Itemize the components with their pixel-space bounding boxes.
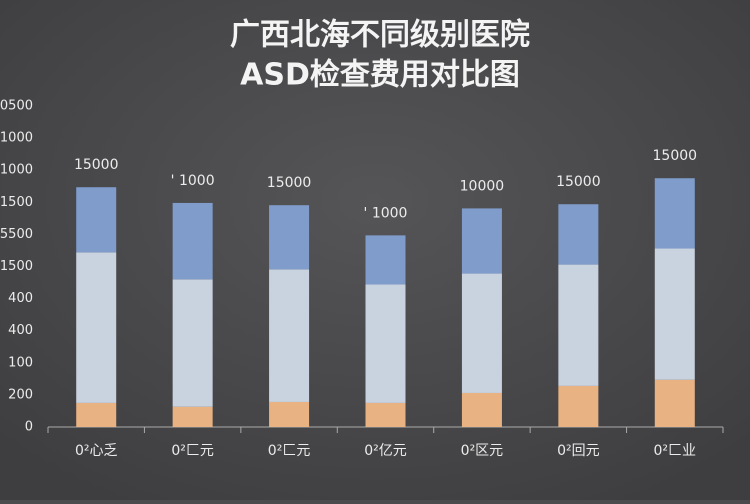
bar-label: 15000 — [267, 175, 312, 191]
x-tick-label: 0²心乏 — [75, 443, 118, 459]
bar-segment — [172, 202, 213, 280]
bar-segment — [461, 208, 502, 274]
bar-segment — [365, 402, 406, 427]
bar-segment — [558, 204, 599, 265]
x-tick-label: 0²区元 — [461, 443, 504, 459]
bar-label: 15000 — [556, 174, 601, 190]
y-tick-label: 1000 — [0, 163, 33, 178]
bar-segment — [558, 385, 599, 427]
y-tick-label: 0 — [25, 420, 33, 435]
bar-segment — [654, 248, 695, 380]
bar-segment — [461, 392, 502, 427]
bar-segment — [172, 279, 213, 407]
y-tick-label: 1000 — [0, 131, 33, 146]
bar-label: ' 1000 — [364, 205, 408, 221]
y-tick-label: 400 — [8, 323, 33, 338]
x-tick-label: 0²匚元 — [171, 443, 214, 459]
bar-segment — [365, 235, 406, 285]
y-tick-label: 1500 — [0, 195, 33, 210]
x-tick-label: 0²匚元 — [268, 443, 311, 459]
bar-label: 15000 — [74, 157, 119, 173]
x-tick-label: 0²匚业 — [654, 443, 697, 459]
bar-label: 15000 — [653, 148, 698, 164]
bar-segment — [269, 269, 310, 402]
bar-segment — [76, 402, 117, 427]
bar-segment — [365, 284, 406, 403]
bar-segment — [558, 264, 599, 386]
bar-segment — [654, 379, 695, 427]
y-tick-label: 100 — [8, 355, 33, 370]
chart-title: ASD检查费用对比图 — [240, 58, 520, 93]
bar-segment — [76, 187, 117, 253]
y-tick-label: 0500 — [0, 99, 33, 114]
bar-segment — [172, 406, 213, 427]
bar-segment — [76, 252, 117, 403]
bar-segment — [654, 178, 695, 249]
y-tick-label: 400 — [8, 291, 33, 306]
y-tick-label: 200 — [8, 387, 33, 402]
y-tick-label: 1500 — [0, 259, 33, 274]
bar-segment — [269, 205, 310, 270]
y-tick-label: 5500 — [0, 227, 33, 242]
bar-segment — [461, 273, 502, 393]
bar-label: ' 1000 — [171, 173, 215, 189]
bar-label: 10000 — [460, 178, 505, 194]
x-tick-label: 0²亿元 — [364, 443, 407, 459]
chart-title: 广西北海不同级别医院 — [230, 18, 530, 53]
x-tick-label: 0²回元 — [557, 443, 600, 459]
bar-segment — [269, 401, 310, 427]
